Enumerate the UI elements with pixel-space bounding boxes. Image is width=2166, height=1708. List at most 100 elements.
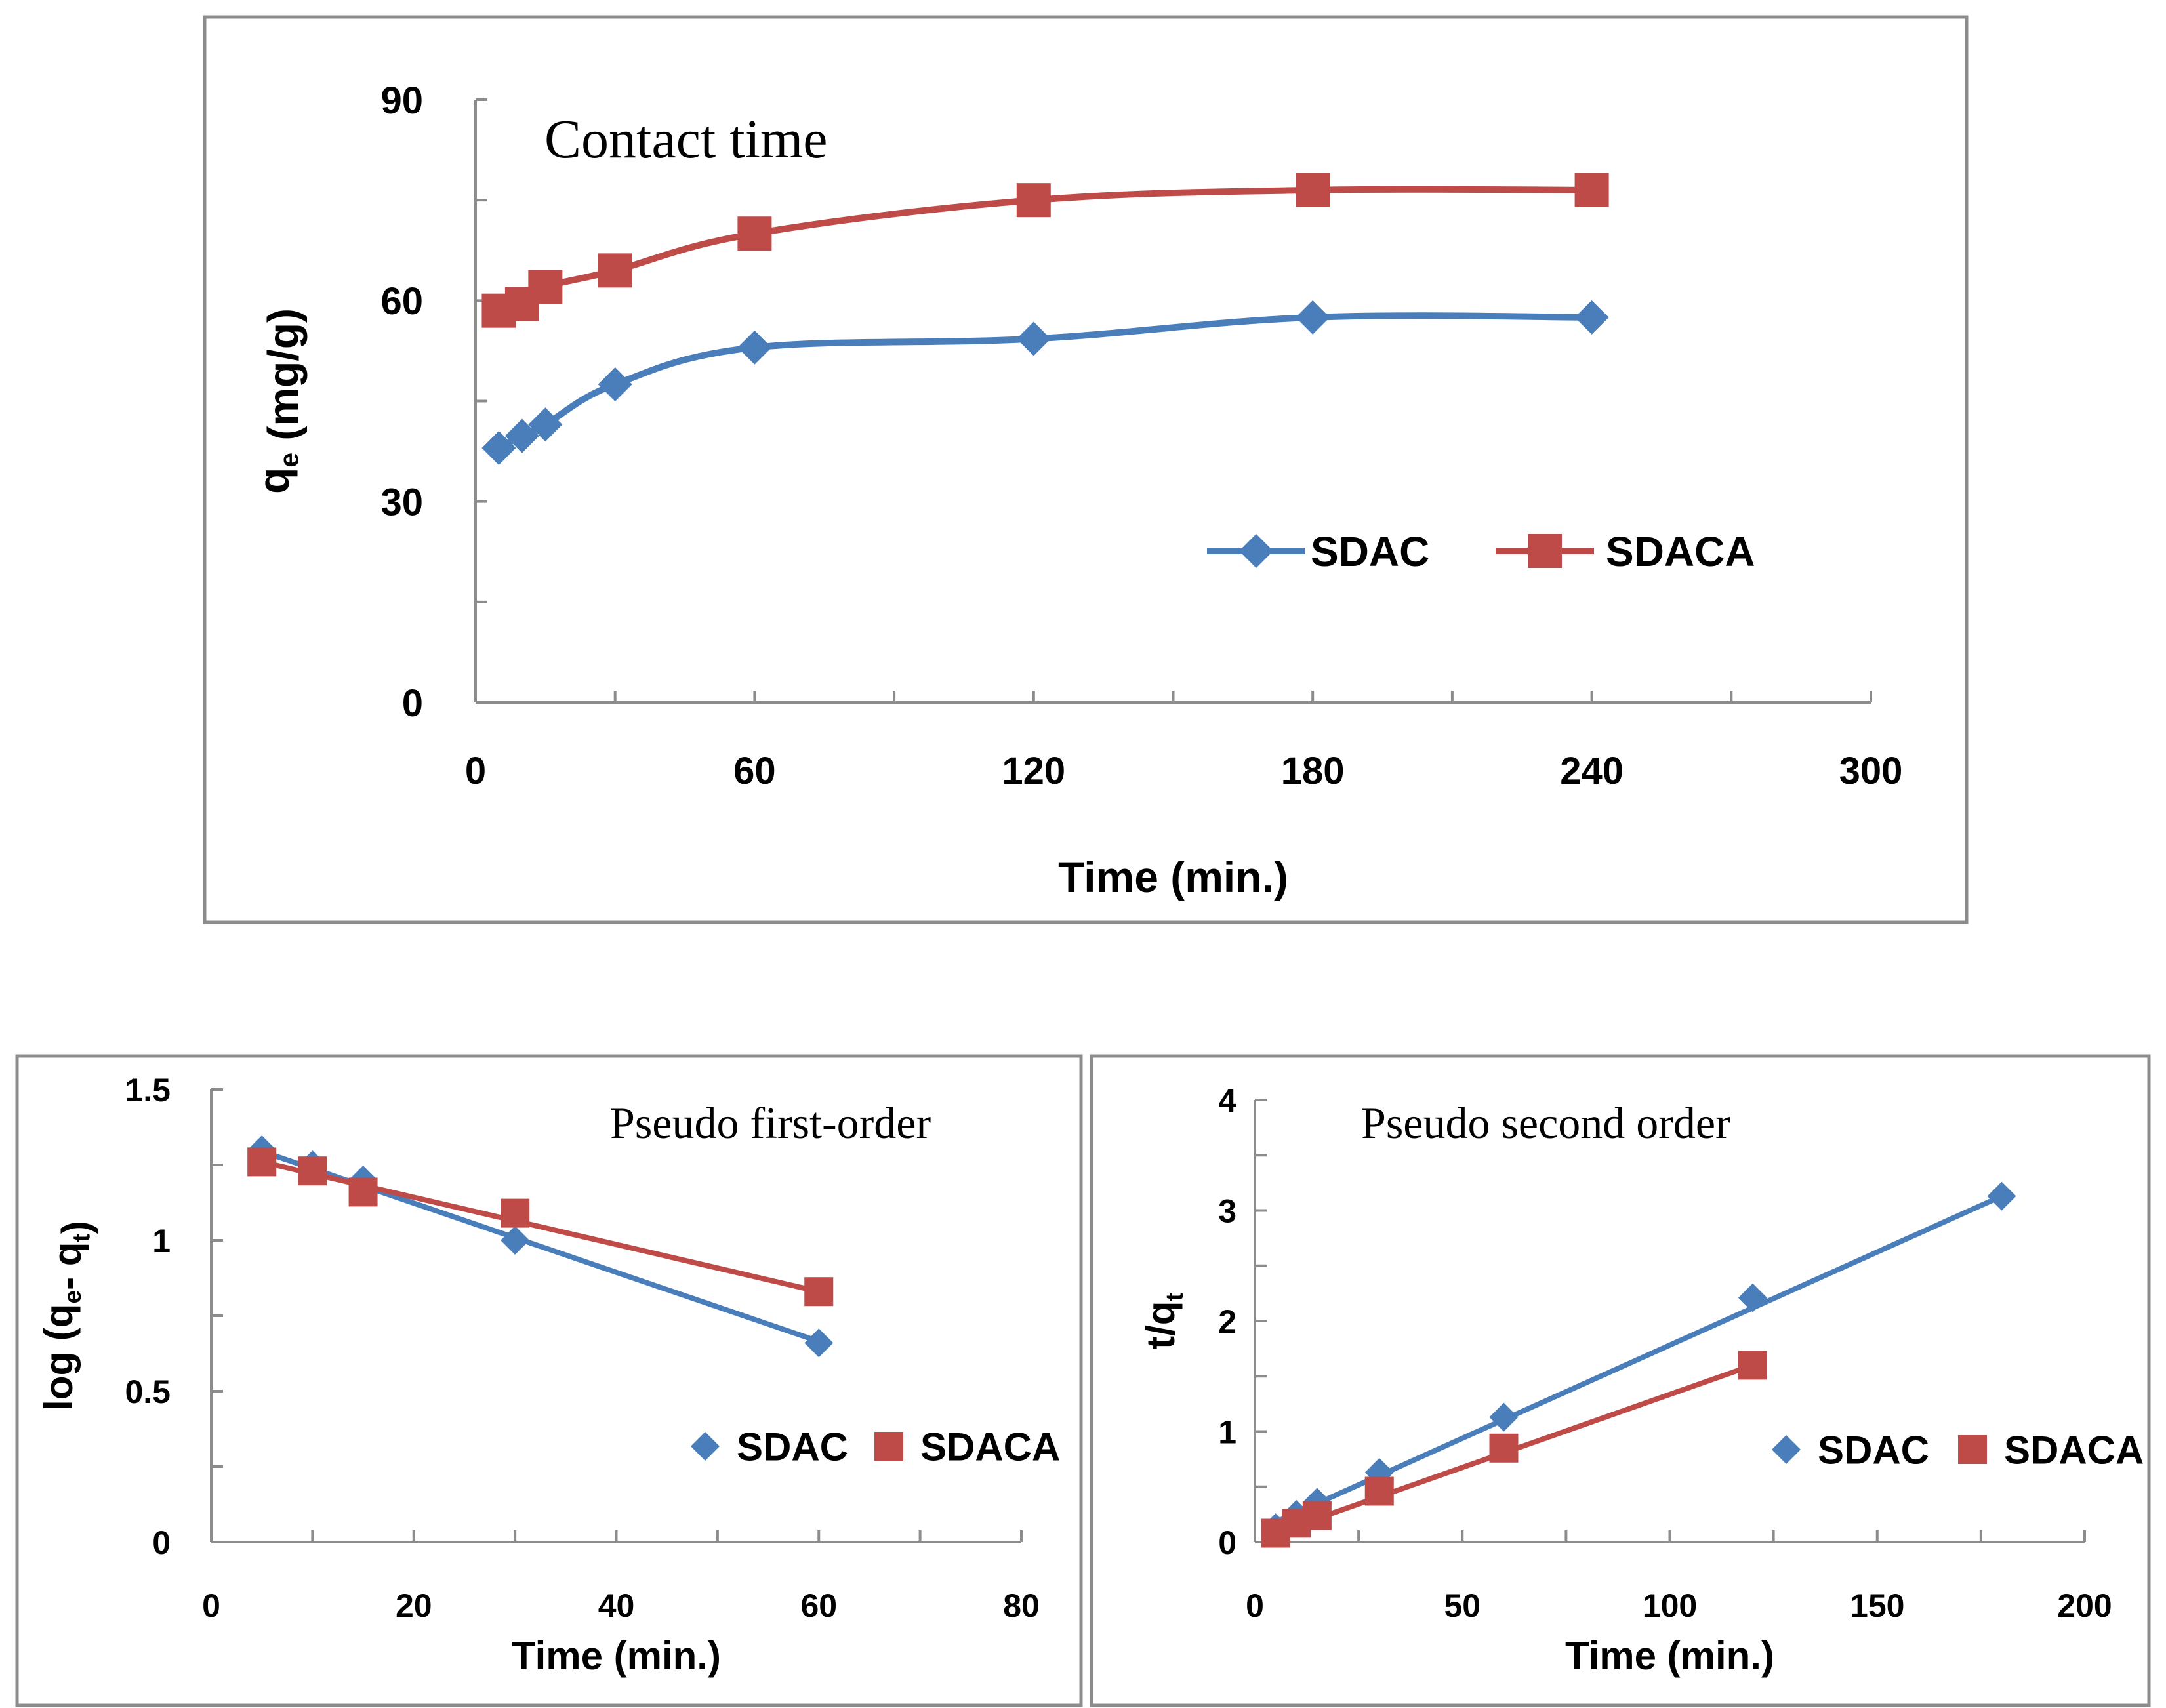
x-tick-label: 0 xyxy=(465,750,486,792)
y-tick-label: 0 xyxy=(1218,1524,1236,1561)
y-axis-title-part: (mg/g) xyxy=(259,308,308,453)
x-tick-label: 100 xyxy=(1643,1587,1697,1624)
x-tick-label: 50 xyxy=(1444,1587,1481,1624)
data-point xyxy=(1738,1283,1767,1312)
series-sdaca xyxy=(481,173,1609,328)
data-point xyxy=(737,216,772,251)
y-tick-label: 0 xyxy=(402,682,423,725)
data-point xyxy=(481,430,516,465)
y-axis-title-part: t/q xyxy=(1139,1301,1183,1349)
legend-marker xyxy=(874,1432,903,1461)
pseudo-second-order-chart: 0 50 100 150 200 0 1 2 3 4 Pseudo second order Time… xyxy=(1090,1054,2151,1707)
y-tick-label: 1 xyxy=(152,1223,171,1259)
y-tick-label: 1 xyxy=(1218,1414,1236,1451)
y-axis-title: log (qe- qt) xyxy=(37,1221,98,1411)
y-tick-label: 4 xyxy=(1218,1082,1236,1119)
chart-frame xyxy=(15,1054,1083,1707)
x-tick-label: 150 xyxy=(1850,1587,1904,1624)
y-axis-title-part: log (q xyxy=(37,1304,81,1411)
pseudo-first-order-chart: 0 20 40 60 80 0 0.5 1 1.5 Pseudo first-order Time … xyxy=(15,1054,1083,1707)
data-point xyxy=(804,1277,834,1307)
data-point xyxy=(528,407,563,442)
data-point xyxy=(528,270,563,304)
y-axis-title: t/qt xyxy=(1139,1293,1188,1349)
x-tick-label: 60 xyxy=(800,1587,837,1624)
data-point xyxy=(1016,183,1051,218)
data-point xyxy=(504,418,539,453)
legend-marker xyxy=(1528,534,1562,568)
y-axis-title-part: - q xyxy=(45,1242,89,1290)
data-point xyxy=(501,1226,530,1255)
data-point xyxy=(1302,1501,1332,1530)
legend-marker xyxy=(1772,1435,1801,1464)
data-point xyxy=(1987,1181,2016,1211)
legend-marker xyxy=(1239,534,1273,568)
data-point xyxy=(1738,1351,1767,1380)
y-tick-label: 90 xyxy=(380,79,423,122)
data-point xyxy=(501,1198,530,1228)
y-tick-label: 3 xyxy=(1218,1193,1236,1230)
legend-label: SDAC xyxy=(737,1425,848,1469)
y-tick-label: 60 xyxy=(380,280,423,323)
trend-line xyxy=(1274,1193,2003,1525)
y-tick-label: 0 xyxy=(152,1524,171,1561)
legend-label: SDACA xyxy=(920,1425,1060,1469)
data-point xyxy=(1574,300,1609,335)
y-tick-label: 30 xyxy=(380,481,423,524)
legend-label: SDACA xyxy=(1606,528,1755,575)
legend-label: SDAC xyxy=(1818,1429,1929,1473)
chart-title: Contact time xyxy=(544,109,828,170)
x-tick-label: 80 xyxy=(1003,1587,1040,1624)
x-tick-label: 60 xyxy=(733,750,776,792)
series-sdac xyxy=(481,300,1609,465)
chart-frame xyxy=(203,15,1969,924)
y-axis-title-subscript: e xyxy=(58,1290,86,1304)
legend-label: SDAC xyxy=(1311,528,1429,575)
series-sdaca xyxy=(1261,1351,1767,1548)
x-axis-title: Time (min.) xyxy=(1058,853,1288,901)
data-point xyxy=(298,1156,327,1186)
data-point xyxy=(1296,300,1330,335)
y-axis-title-subscript: e xyxy=(274,453,304,468)
x-tick-label: 300 xyxy=(1839,750,1903,792)
data-point xyxy=(1574,173,1609,207)
y-tick-label: 0.5 xyxy=(125,1373,171,1410)
chart-frame xyxy=(1090,1054,2151,1707)
data-point xyxy=(348,1177,378,1207)
data-point xyxy=(598,253,632,288)
y-axis-title-part: ) xyxy=(54,1221,98,1234)
legend-marker xyxy=(691,1432,720,1461)
y-tick-label: 2 xyxy=(1218,1303,1236,1340)
y-tick-label: 1.5 xyxy=(125,1072,171,1108)
x-tick-label: 120 xyxy=(1002,750,1065,792)
data-point xyxy=(1016,321,1051,356)
x-tick-label: 0 xyxy=(1246,1587,1264,1624)
series-sdaca xyxy=(247,1147,834,1307)
y-axis-title-part: q xyxy=(249,468,298,494)
x-axis-title: Time (min.) xyxy=(1565,1634,1774,1678)
legend-label: SDACA xyxy=(2004,1429,2144,1473)
contact-time-chart: 0 60 120 180 240 300 0 30 60 90 Contact time Time (… xyxy=(203,15,1969,924)
x-axis-title: Time (min.) xyxy=(512,1634,721,1678)
data-point xyxy=(1364,1476,1394,1506)
data-point xyxy=(1489,1402,1519,1432)
x-tick-label: 40 xyxy=(598,1587,635,1624)
y-axis-title: qe (mg/g) xyxy=(249,308,308,494)
x-tick-label: 200 xyxy=(2057,1587,2112,1624)
data-point xyxy=(737,330,772,365)
data-point xyxy=(804,1328,834,1358)
legend-marker xyxy=(1958,1435,1987,1464)
data-point xyxy=(598,367,632,401)
data-point xyxy=(1489,1433,1519,1463)
y-axis-title-subscript: t xyxy=(1160,1293,1188,1301)
data-point xyxy=(1296,173,1330,207)
data-point xyxy=(247,1147,277,1177)
x-tick-label: 0 xyxy=(202,1587,220,1624)
chart-title: Pseudo first-order xyxy=(610,1098,931,1148)
chart-title: Pseudo second order xyxy=(1361,1098,1730,1148)
x-tick-label: 20 xyxy=(396,1587,432,1624)
x-tick-label: 180 xyxy=(1281,750,1345,792)
x-tick-label: 240 xyxy=(1560,750,1624,792)
y-axis-title-subscript: t xyxy=(67,1234,94,1242)
